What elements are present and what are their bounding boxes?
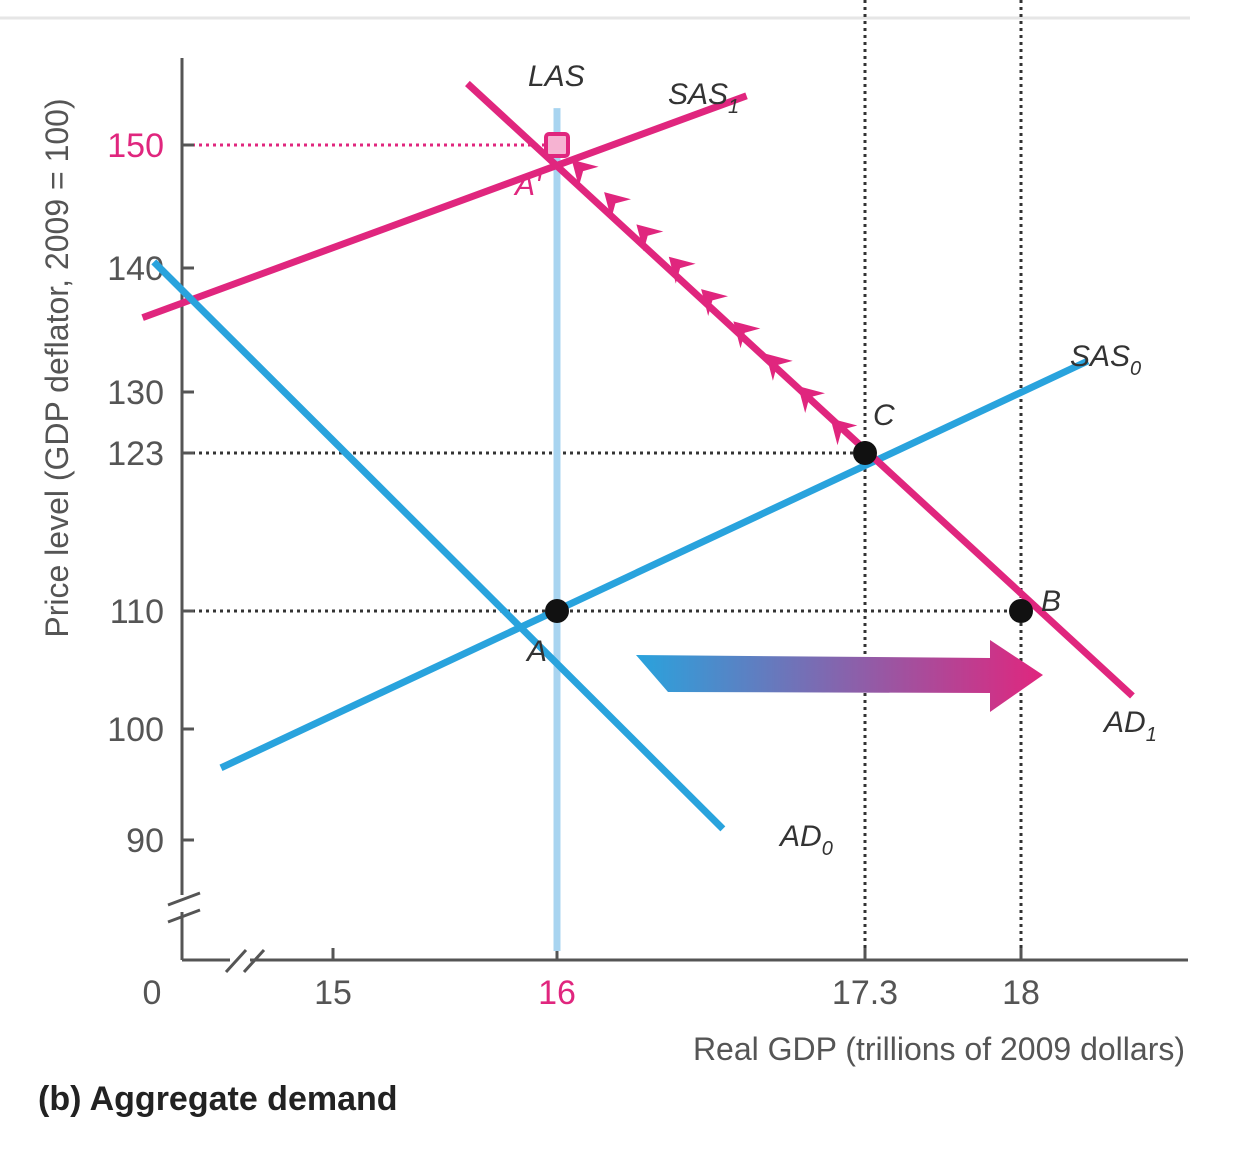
point-a-prime [544, 132, 570, 158]
point-label: A [525, 635, 547, 668]
point-label: A' [513, 169, 542, 202]
x-tick-label: 18 [1002, 974, 1040, 1012]
curve-label-las: LAS [528, 60, 585, 93]
movement-arrow [733, 321, 761, 349]
y-tick-label: 123 [107, 435, 164, 473]
movement-arrow [798, 386, 825, 413]
y-tick-label: 130 [107, 374, 164, 412]
curve-sas0 [219, 357, 1090, 772]
curve-label-ad0: AD0 [778, 820, 833, 860]
point-b [1009, 599, 1033, 623]
x-tick-label: 16 [538, 974, 576, 1012]
movement-arrow [636, 224, 664, 252]
y-axis-break-mark [167, 891, 201, 907]
y-axis-break-mark [167, 908, 201, 924]
curve-ad0 [151, 259, 726, 832]
y-tick-label: 140 [107, 250, 164, 288]
curve-label-sas1: SAS1 [668, 78, 739, 118]
x-axis-title: Real GDP (trillions of 2009 dollars) [693, 1031, 1185, 1067]
x-tick-label: 17.3 [832, 974, 898, 1012]
movement-arrow [668, 256, 696, 284]
point-c [853, 441, 877, 465]
point-label: B [1041, 585, 1061, 618]
labels: LAS SAS0 SAS1 AD0 AD1 A B C A' [513, 60, 1157, 860]
y-tick-label: 100 [107, 711, 164, 749]
x-axis-break-mark [224, 948, 248, 974]
arrows [571, 159, 1043, 712]
movement-arrow [604, 192, 631, 219]
curves [141, 80, 1135, 951]
curve-label-ad1: AD1 [1102, 706, 1157, 746]
equilibrium-points [544, 132, 1033, 623]
guide-lines [192, 0, 1023, 960]
y-tick-label: 90 [126, 822, 164, 860]
chart-title: (b) Aggregate demand [38, 1080, 398, 1118]
x-tick-label: 15 [314, 974, 352, 1012]
movement-arrow [701, 289, 728, 316]
axes: 90 100 110 123 130 140 150 15 16 17.3 18 [107, 58, 1188, 1012]
y-axis-title: Price level (GDP deflator, 2009 = 100) [39, 98, 75, 637]
x-axis-break-mark [242, 948, 266, 974]
movement-arrow [765, 353, 793, 381]
ad-shift-arrow [636, 640, 1043, 712]
y-tick-label: 110 [110, 593, 164, 631]
point-label: C [873, 399, 895, 432]
y-tick-label: 150 [107, 127, 164, 165]
curve-label-sas0: SAS0 [1070, 340, 1141, 380]
movement-arrow [830, 418, 858, 446]
movement-arrow [571, 159, 599, 187]
point-a [545, 599, 569, 623]
curve-sas1 [141, 92, 748, 321]
origin-label: 0 [143, 974, 162, 1012]
